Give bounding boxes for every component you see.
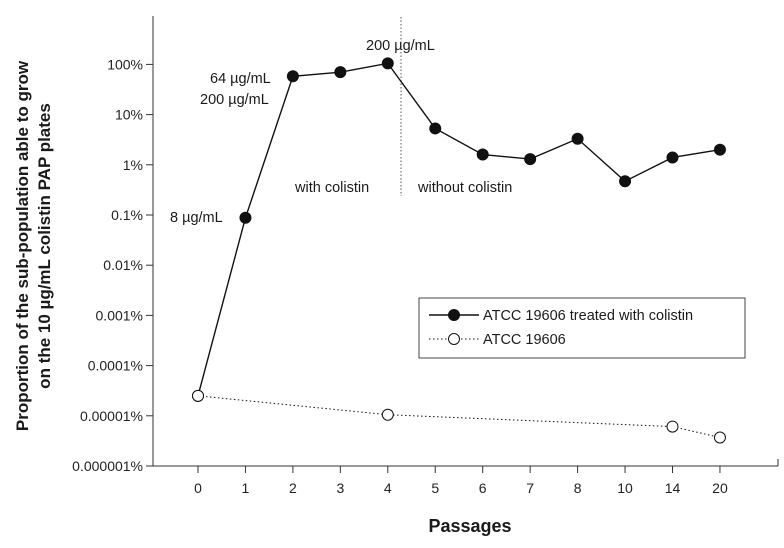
data-point	[666, 151, 679, 164]
x-tick-label: 20	[712, 480, 728, 496]
legend-label: ATCC 19606	[483, 332, 566, 348]
x-tick-label: 1	[242, 480, 250, 496]
y-tick-label: 0.1%	[111, 207, 143, 223]
data-point	[476, 148, 489, 161]
concentration-label-passage-3: 200 µg/mL	[200, 92, 269, 108]
data-point	[713, 431, 726, 444]
y-axis-title: Proportion of the sub-population able to…	[13, 60, 54, 431]
x-tick-label: 0	[194, 480, 202, 496]
with-colistin-label: with colistin	[294, 180, 369, 196]
x-tick-label: 4	[384, 480, 392, 496]
x-tick-label: 14	[665, 480, 681, 496]
y-tick-label: 10%	[115, 107, 143, 123]
without-colistin-label: without colistin	[417, 180, 512, 196]
series-line	[197, 62, 721, 397]
x-tick-label: 8	[574, 480, 582, 496]
x-tick-label: 2	[289, 480, 297, 496]
x-axis-title: Passages	[428, 516, 511, 536]
data-point	[286, 70, 299, 83]
legend-marker	[448, 333, 460, 345]
y-axis-title-line: on the 10 µg/mL colistin PAP plates	[35, 103, 54, 389]
annotations: 8 µg/mL 64 µg/mL 200 µg/mL 200 µg/mL with co…	[170, 17, 512, 226]
y-tick-label: 1%	[123, 157, 143, 173]
data-point	[429, 122, 442, 135]
data-point	[619, 175, 632, 188]
series-line	[197, 395, 721, 438]
y-tick-label: 0.01%	[103, 257, 143, 273]
data-point	[381, 408, 394, 421]
legend: ATCC 19606 treated with colistin ATCC 196…	[418, 297, 746, 359]
axes: 0.000001% 0.00001% 0.0001% 0.001% 0.01% 0.1% 1…	[13, 16, 779, 536]
x-tick-label: 7	[526, 480, 534, 496]
concentration-label-passage-4: 200 µg/mL	[366, 38, 435, 54]
y-tick-label: 0.001%	[96, 307, 143, 323]
data-point	[334, 66, 347, 79]
y-tick-label: 0.0001%	[88, 358, 143, 374]
data-point	[524, 153, 537, 166]
concentration-label-passage-1: 8 µg/mL	[170, 210, 223, 226]
y-tick-label: 100%	[107, 56, 143, 72]
data-point	[192, 389, 204, 402]
y-axis-title-line: Proportion of the sub-population able to…	[13, 60, 32, 431]
x-tick-label: 10	[617, 480, 633, 496]
data-point	[571, 132, 584, 145]
y-tick-label: 0.000001%	[72, 458, 143, 474]
data-point	[381, 57, 394, 70]
legend-box	[418, 297, 746, 359]
data-point	[239, 211, 252, 224]
series-group	[192, 57, 726, 444]
legend-marker	[448, 309, 460, 321]
concentration-label-passage-2: 64 µg/mL	[210, 71, 271, 87]
x-tick-label: 5	[431, 480, 439, 496]
data-point	[666, 420, 679, 433]
x-tick-label: 3	[336, 480, 344, 496]
y-tick-label: 0.00001%	[80, 408, 143, 424]
legend-label: ATCC 19606 treated with colistin	[483, 308, 693, 324]
x-tick-label: 6	[479, 480, 487, 496]
data-point	[713, 143, 726, 156]
